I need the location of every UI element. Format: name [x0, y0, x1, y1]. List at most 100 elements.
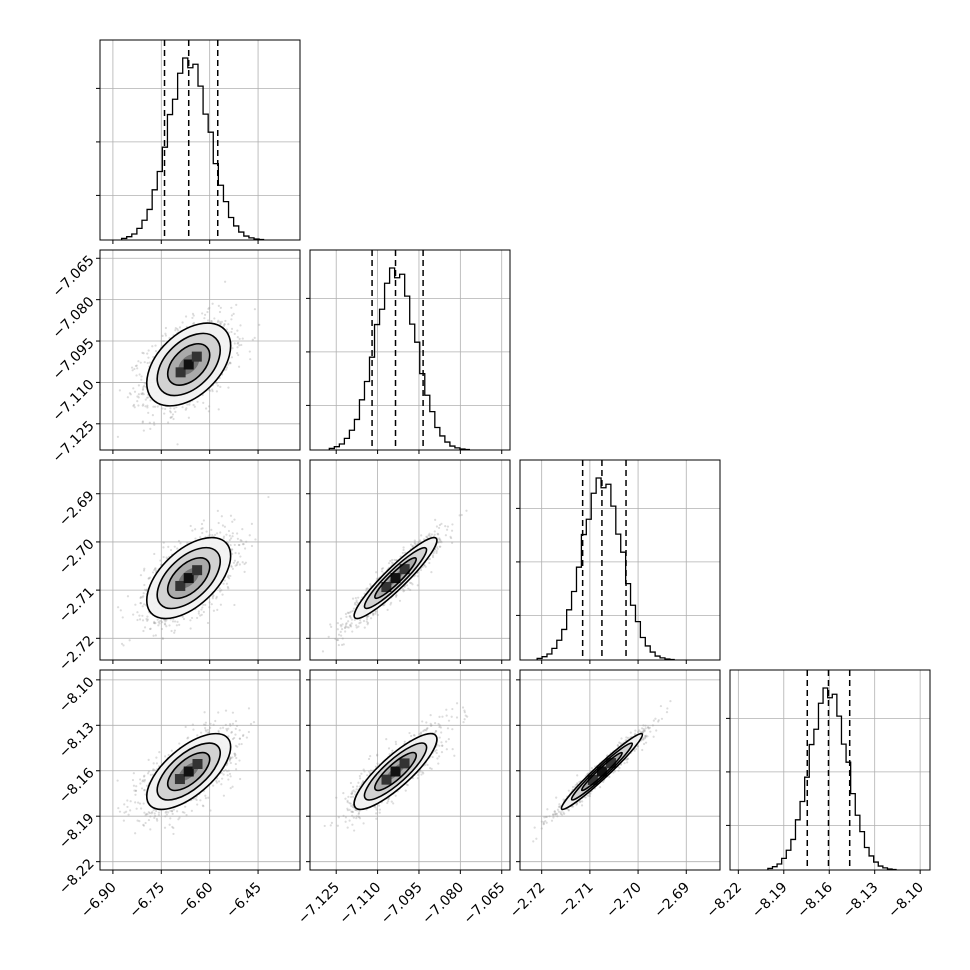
scatter-point	[209, 722, 212, 725]
scatter-point	[340, 634, 343, 637]
scatter-point	[229, 775, 232, 778]
scatter-point	[168, 410, 172, 413]
scatter-point	[224, 768, 227, 772]
histogram-step	[536, 477, 675, 661]
scatter-point	[398, 599, 402, 602]
scatter-point	[243, 570, 246, 574]
scatter-point	[207, 796, 210, 799]
scatter-point	[138, 614, 141, 617]
scatter-point	[227, 735, 230, 738]
density-layer	[316, 509, 468, 660]
scatter-point	[164, 623, 167, 626]
scatter-point	[154, 350, 158, 353]
scatter-point	[417, 540, 420, 544]
scatter-point	[141, 351, 144, 355]
scatter-point	[242, 543, 245, 546]
scatter-point	[374, 612, 377, 615]
scatter-point	[140, 392, 143, 395]
scatter-point	[144, 821, 147, 825]
scatter-point	[230, 548, 233, 551]
scatter-point	[128, 392, 132, 395]
scatter-point	[146, 404, 149, 407]
scatter-point	[152, 634, 155, 637]
scatter-point	[250, 522, 253, 526]
scatter-point	[169, 548, 173, 552]
scatter-point	[151, 413, 154, 417]
density-core	[192, 565, 203, 576]
scatter-point	[321, 650, 325, 653]
scatter-point	[227, 577, 231, 580]
scatter-point	[146, 396, 149, 399]
density-layer	[116, 495, 270, 647]
scatter-point	[164, 755, 167, 758]
scatter-point	[173, 629, 176, 632]
scatter-point	[212, 594, 215, 597]
scatter-point	[220, 515, 223, 518]
scatter-point	[236, 329, 239, 332]
scatter-point	[349, 624, 352, 627]
scatter-point	[418, 539, 422, 542]
scatter-point	[407, 587, 410, 590]
scatter-point	[141, 596, 144, 599]
histogram-panel-4	[726, 669, 931, 874]
scatter-point	[175, 406, 178, 409]
scatter-point	[374, 610, 377, 613]
scatter-point	[201, 606, 204, 609]
scatter-point	[253, 308, 257, 311]
scatter-point	[437, 526, 441, 530]
scatter-point	[367, 615, 370, 618]
scatter-point	[431, 555, 435, 559]
scatter-point	[353, 603, 357, 606]
scatter-point	[236, 537, 239, 540]
scatter-point	[220, 589, 223, 592]
scatter-point	[435, 549, 438, 553]
scatter-point	[440, 522, 443, 525]
scatter-point	[191, 316, 194, 320]
scatter-point	[341, 637, 344, 640]
scatter-point	[334, 637, 337, 641]
scatter-point	[146, 619, 149, 622]
scatter-point	[336, 638, 340, 642]
scatter-point	[173, 545, 176, 548]
scatter-point	[136, 618, 139, 622]
scatter-point	[142, 802, 145, 805]
scatter-point	[136, 367, 139, 370]
scatter-point	[171, 413, 175, 416]
scatter-point	[218, 587, 221, 590]
scatter-point	[164, 815, 167, 818]
scatter-point	[223, 579, 226, 582]
scatter-point	[154, 344, 157, 347]
scatter-point	[138, 618, 142, 621]
scatter-point	[221, 593, 224, 596]
scatter-point	[201, 804, 204, 807]
scatter-point	[153, 812, 156, 815]
scatter-point	[144, 814, 147, 817]
scatter-point	[337, 633, 341, 636]
scatter-point	[133, 390, 137, 393]
scatter-point	[351, 597, 355, 600]
scatter-point	[234, 564, 237, 567]
scatter-point	[153, 769, 156, 772]
scatter-point	[349, 625, 353, 628]
scatter-point	[219, 322, 222, 326]
scatter-point	[239, 539, 242, 542]
density-core	[390, 573, 401, 584]
scatter-point	[237, 341, 240, 344]
scatter-point	[438, 541, 441, 544]
scatter-point	[137, 396, 140, 399]
scatter-point	[208, 306, 211, 309]
scatter-point	[165, 813, 168, 816]
scatter-point	[192, 728, 195, 731]
scatter-point	[228, 534, 231, 537]
contour-line	[156, 546, 221, 610]
scatter-point	[344, 625, 347, 628]
scatter-point	[416, 575, 420, 578]
scatter-point	[215, 597, 218, 600]
scatter-point	[166, 421, 170, 424]
scatter-point	[135, 364, 138, 367]
scatter-point	[168, 823, 171, 826]
density-core	[183, 573, 194, 584]
scatter-point	[254, 538, 257, 541]
scatter-point	[151, 345, 154, 348]
scatter-point	[235, 563, 239, 567]
